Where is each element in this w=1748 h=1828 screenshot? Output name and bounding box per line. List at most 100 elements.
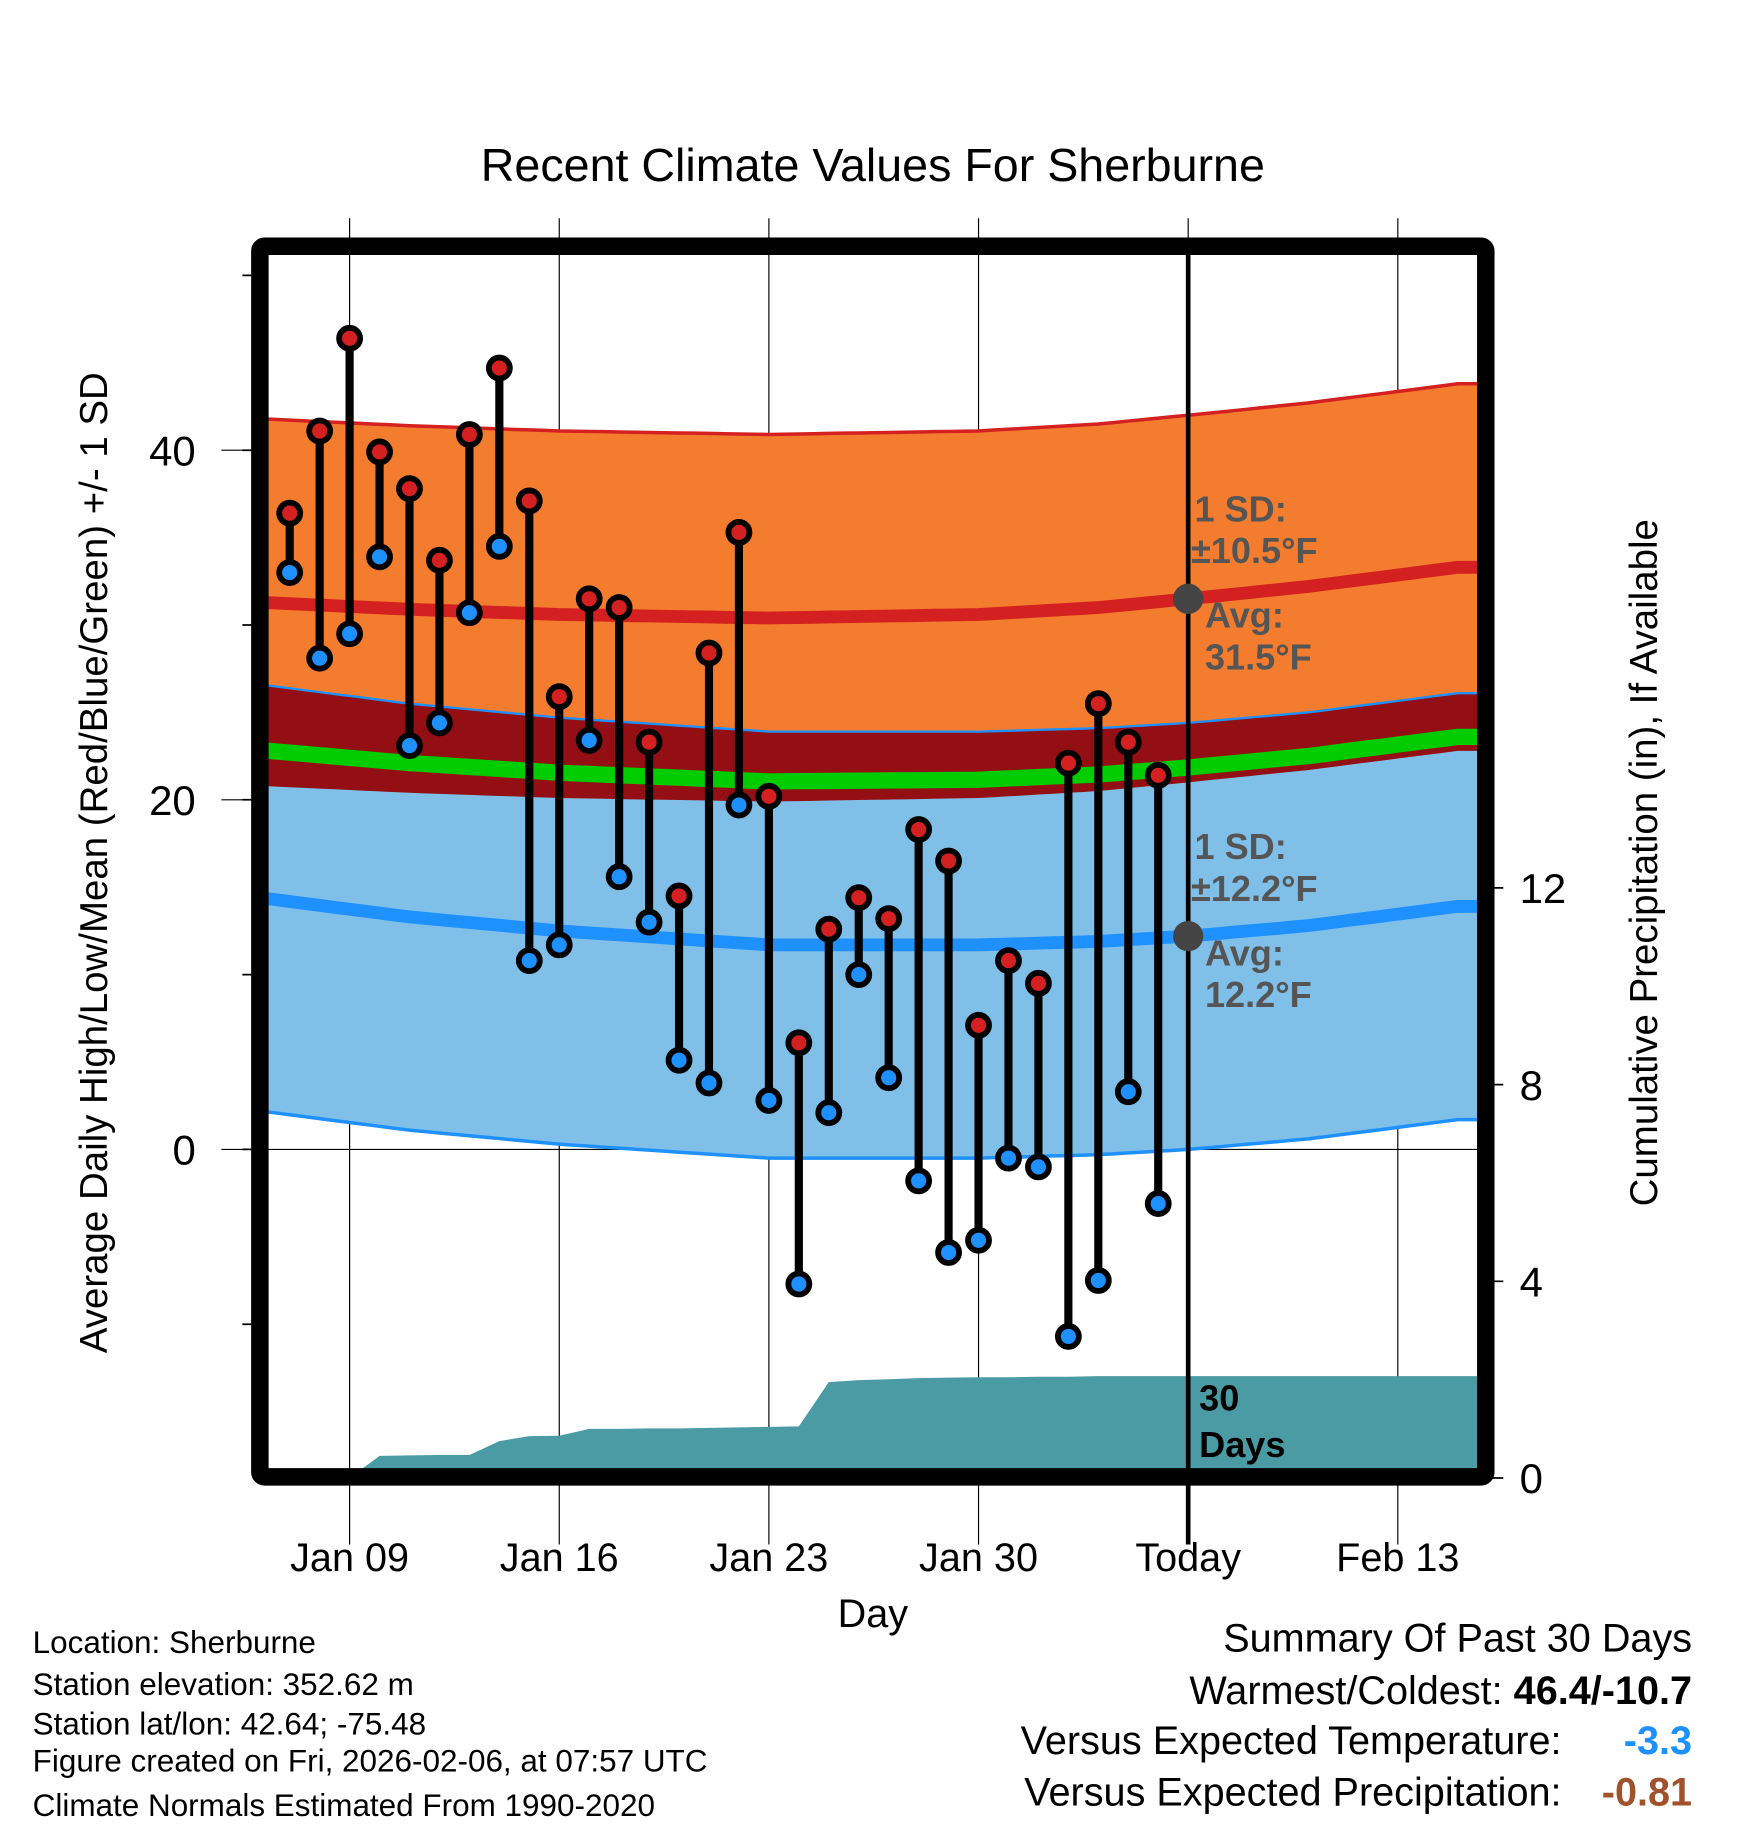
x-tick-label: Feb 13	[1336, 1536, 1459, 1580]
low-sd-value: ±12.2°F	[1191, 868, 1318, 909]
low-sd-band	[268, 685, 1478, 1159]
daily-high-point	[845, 884, 873, 912]
precip-area-group	[362, 1376, 1478, 1469]
daily-low-point	[665, 1046, 693, 1074]
daily-low-point	[965, 1226, 992, 1254]
x-tick-label: Jan 09	[290, 1536, 409, 1580]
plot-frame	[251, 237, 1495, 1486]
y2-axis-label: Cumulative Precipitation (in), If Availa…	[1623, 519, 1666, 1206]
daily-high-point	[605, 594, 633, 621]
daily-high-point	[785, 1029, 813, 1057]
daily-low-point	[785, 1270, 813, 1298]
y-axis-label: Average Daily High/Low/Mean (Red/Blue/Gr…	[73, 372, 116, 1353]
station-info: Location: Sherburne Station elevation: 3…	[33, 1625, 708, 1823]
daily-high-point	[1114, 728, 1142, 756]
high-normal-today-dot	[1173, 583, 1204, 614]
daily-low-point	[695, 1069, 723, 1097]
precip-departure-label: Versus Expected Precipitation:	[1024, 1770, 1561, 1814]
daily-high-point	[426, 546, 453, 574]
low-sd-label: 1 SD:	[1194, 826, 1286, 867]
temp-departure-value: -3.3	[1624, 1719, 1692, 1763]
daily-low-point	[1054, 1323, 1082, 1350]
low-normal-line	[268, 892, 1478, 952]
low-normal-today-dot	[1173, 920, 1204, 952]
today-marker	[1173, 254, 1204, 1545]
y-tick-label: 40	[149, 427, 196, 474]
low-lower-sd-line	[268, 1110, 1478, 1160]
precip-period-label-2: Days	[1199, 1424, 1285, 1465]
low-avg-value: 12.2°F	[1205, 974, 1312, 1015]
high-sd-label: 1 SD:	[1194, 488, 1286, 529]
daily-high-point	[635, 728, 663, 756]
mean-normal-line	[268, 728, 1478, 790]
warm-cold-label: Warmest/Coldest:	[1189, 1669, 1513, 1713]
high-normal-line	[268, 560, 1478, 625]
annotations: 1 SD: ±10.5°F Avg: 31.5°F 1 SD: ±12.2°F …	[1191, 488, 1318, 1465]
high-sd-value: ±10.5°F	[1191, 530, 1318, 571]
daily-low-point	[605, 863, 633, 891]
daily-high-point	[905, 816, 933, 843]
y2-tick-label: 0	[1520, 1455, 1543, 1502]
daily-points	[276, 324, 1172, 1350]
chart-title: Recent Climate Values For Sherburne	[481, 139, 1265, 191]
info-elevation: Station elevation: 352.62 m	[33, 1667, 414, 1702]
daily-low-point	[635, 908, 663, 936]
daily-high-point	[1054, 749, 1082, 777]
daily-low-point	[935, 1239, 962, 1266]
daily-high-point	[276, 499, 304, 527]
daily-low-point	[426, 709, 453, 737]
daily-low-point	[845, 961, 873, 988]
daily-high-point	[455, 421, 483, 448]
high-upper-sd-line	[268, 382, 1478, 437]
daily-high-point	[545, 683, 573, 711]
daily-high-point	[515, 487, 543, 515]
precip-area	[362, 1376, 1478, 1469]
daily-high-point	[755, 782, 783, 810]
daily-high-point	[815, 915, 843, 943]
daily-low-point	[366, 543, 393, 571]
low-avg-label: Avg:	[1205, 932, 1284, 973]
daily-low-point	[336, 620, 364, 648]
daily-low-point	[755, 1087, 783, 1114]
daily-low-point	[276, 559, 304, 586]
daily-high-point	[695, 639, 723, 667]
normal-bands	[268, 382, 1478, 1160]
y2-tick-label: 12	[1520, 865, 1567, 912]
x-tick-label: Today	[1135, 1536, 1241, 1580]
info-latlon: Station lat/lon: 42.64; -75.48	[33, 1706, 426, 1741]
daily-high-point	[965, 1011, 992, 1039]
daily-high-point	[875, 905, 903, 933]
daily-low-point	[396, 732, 423, 760]
precip-period-label-1: 30	[1199, 1377, 1239, 1418]
daily-low-point	[545, 931, 573, 959]
high-avg-value: 31.5°F	[1205, 636, 1312, 677]
temp-departure-label: Versus Expected Temperature:	[1021, 1719, 1562, 1763]
daily-low-point	[875, 1064, 903, 1092]
high-avg-label: Avg:	[1205, 594, 1284, 635]
y-tick-label: 20	[149, 777, 196, 824]
x-tick-label: Jan 23	[709, 1536, 828, 1580]
daily-high-point	[935, 847, 962, 875]
daily-high-point	[485, 354, 513, 382]
daily-low-point	[1144, 1190, 1172, 1217]
x-tick-label: Jan 30	[919, 1536, 1038, 1580]
y2-tick-label: 8	[1520, 1062, 1543, 1109]
x-tick-label: Jan 16	[500, 1536, 619, 1580]
daily-high-point	[995, 947, 1022, 975]
daily-low-point	[1114, 1078, 1142, 1106]
y2-tick-label: 4	[1520, 1258, 1543, 1305]
daily-high-point	[336, 324, 364, 352]
summary: Summary Of Past 30 Days Warmest/Coldest:…	[1021, 1617, 1692, 1815]
daily-high-point	[1025, 969, 1052, 997]
summary-title: Summary Of Past 30 Days	[1223, 1617, 1692, 1661]
daily-low-point	[725, 791, 753, 819]
low-upper-sd-line	[268, 684, 1478, 733]
daily-low-point	[1084, 1267, 1112, 1294]
daily-high-point	[1084, 690, 1112, 718]
daily-high-point	[665, 882, 693, 910]
daily-low-point	[515, 947, 543, 975]
daily-low-point	[306, 644, 334, 672]
daily-high-point	[575, 585, 603, 613]
